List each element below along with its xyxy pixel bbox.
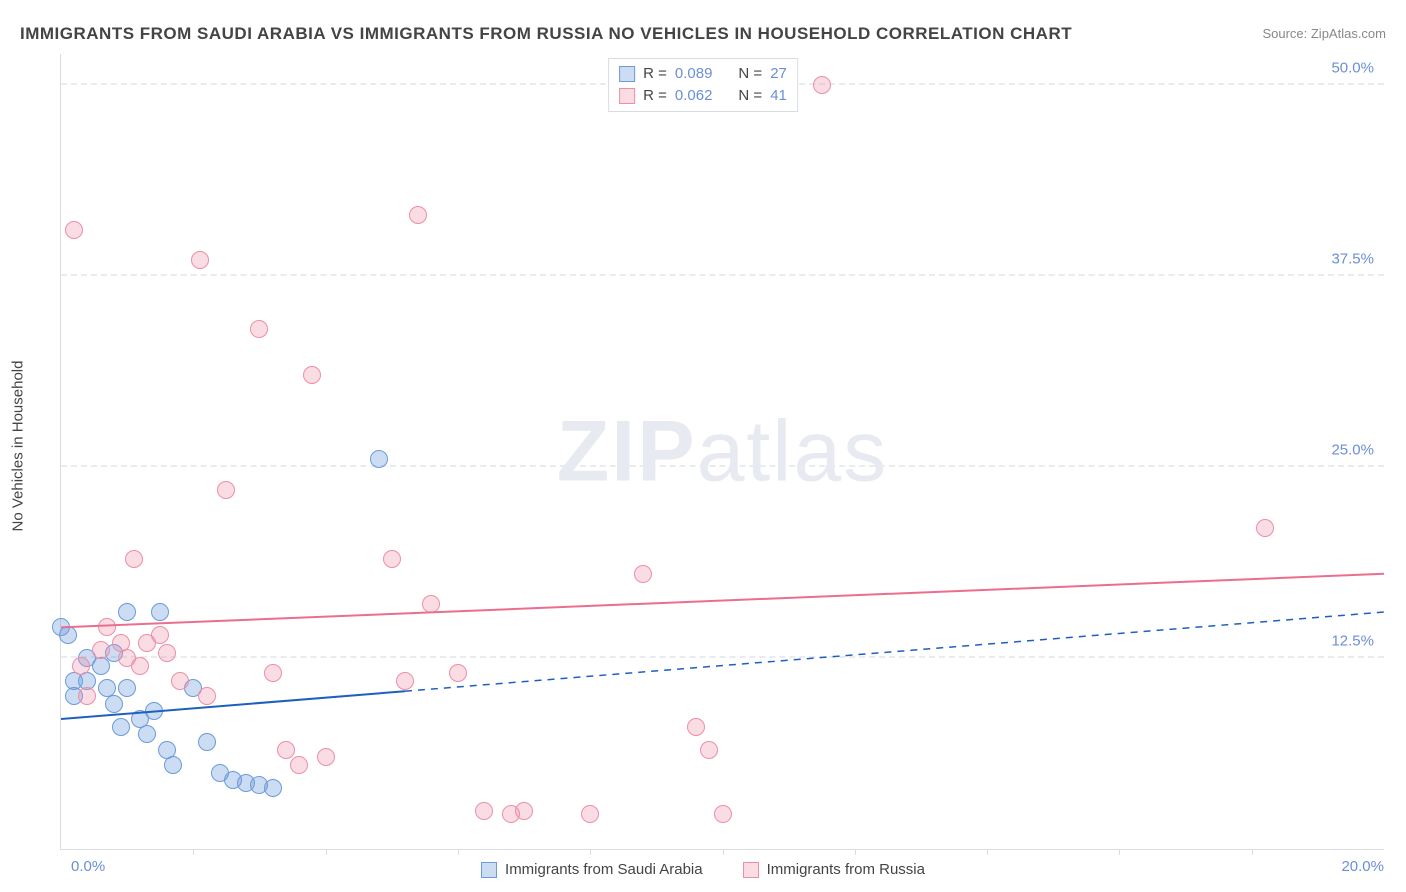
scatter-point bbox=[112, 718, 130, 736]
n-label: N = bbox=[738, 85, 762, 107]
legend-swatch bbox=[743, 862, 759, 878]
scatter-point bbox=[198, 687, 216, 705]
scatter-point bbox=[125, 550, 143, 568]
chart-title: IMMIGRANTS FROM SAUDI ARABIA VS IMMIGRAN… bbox=[20, 24, 1072, 44]
x-tick bbox=[326, 849, 327, 855]
stats-row: R = 0.062 N = 41 bbox=[619, 85, 787, 107]
y-axis-label: No Vehicles in Household bbox=[10, 361, 27, 532]
scatter-point bbox=[118, 679, 136, 697]
gridline bbox=[61, 656, 1384, 658]
scatter-point bbox=[98, 618, 116, 636]
scatter-point bbox=[475, 802, 493, 820]
scatter-point bbox=[164, 756, 182, 774]
x-tick bbox=[855, 849, 856, 855]
r-label: R = bbox=[643, 85, 667, 107]
y-tick-label: 25.0% bbox=[1331, 441, 1374, 458]
scatter-point bbox=[65, 221, 83, 239]
scatter-point bbox=[290, 756, 308, 774]
scatter-point bbox=[370, 450, 388, 468]
source-label: Source: bbox=[1262, 26, 1310, 41]
y-tick-label: 37.5% bbox=[1331, 250, 1374, 267]
scatter-point bbox=[317, 748, 335, 766]
gridline bbox=[61, 465, 1384, 467]
scatter-point bbox=[78, 687, 96, 705]
scatter-point bbox=[581, 805, 599, 823]
x-tick-label: 20.0% bbox=[1341, 858, 1384, 875]
n-value: 41 bbox=[770, 85, 787, 107]
legend-item: Immigrants from Saudi Arabia bbox=[481, 861, 703, 878]
scatter-point bbox=[59, 626, 77, 644]
scatter-point bbox=[151, 626, 169, 644]
scatter-point bbox=[151, 603, 169, 621]
y-tick-label: 50.0% bbox=[1331, 59, 1374, 76]
gridline bbox=[61, 274, 1384, 276]
scatter-point bbox=[515, 802, 533, 820]
series-swatch bbox=[619, 66, 635, 82]
scatter-point bbox=[687, 718, 705, 736]
scatter-point bbox=[409, 206, 427, 224]
scatter-point bbox=[72, 657, 90, 675]
r-value: 0.089 bbox=[675, 63, 713, 85]
legend-item: Immigrants from Russia bbox=[743, 861, 925, 878]
trend-line bbox=[61, 54, 1384, 849]
legend-label: Immigrants from Russia bbox=[767, 861, 925, 878]
scatter-point bbox=[396, 672, 414, 690]
r-label: R = bbox=[643, 63, 667, 85]
scatter-point bbox=[171, 672, 189, 690]
scatter-point bbox=[191, 251, 209, 269]
scatter-point bbox=[1256, 519, 1274, 537]
watermark-zip: ZIP bbox=[557, 403, 697, 499]
correlation-stats-box: R = 0.089 N = 27 R = 0.062 N = 41 bbox=[608, 58, 798, 112]
x-tick bbox=[193, 849, 194, 855]
scatter-point bbox=[138, 725, 156, 743]
source-link[interactable]: ZipAtlas.com bbox=[1311, 26, 1386, 41]
x-tick bbox=[458, 849, 459, 855]
chart-area: ZIPatlas 12.5%25.0%37.5%50.0%0.0%20.0% bbox=[60, 54, 1384, 850]
scatter-point bbox=[92, 641, 110, 659]
scatter-point bbox=[714, 805, 732, 823]
source-attribution: Source: ZipAtlas.com bbox=[1262, 26, 1386, 41]
x-tick bbox=[987, 849, 988, 855]
scatter-point bbox=[217, 481, 235, 499]
x-tick bbox=[1252, 849, 1253, 855]
scatter-point bbox=[634, 565, 652, 583]
scatter-point bbox=[198, 733, 216, 751]
scatter-point bbox=[264, 664, 282, 682]
watermark: ZIPatlas bbox=[557, 402, 888, 501]
scatter-point bbox=[449, 664, 467, 682]
scatter-point bbox=[700, 741, 718, 759]
scatter-point bbox=[277, 741, 295, 759]
legend-label: Immigrants from Saudi Arabia bbox=[505, 861, 703, 878]
n-label: N = bbox=[738, 63, 762, 85]
x-tick bbox=[1119, 849, 1120, 855]
x-tick bbox=[590, 849, 591, 855]
stats-row: R = 0.089 N = 27 bbox=[619, 63, 787, 85]
scatter-point bbox=[383, 550, 401, 568]
scatter-point bbox=[250, 320, 268, 338]
scatter-point bbox=[813, 76, 831, 94]
legend-swatch bbox=[481, 862, 497, 878]
scatter-point bbox=[105, 695, 123, 713]
series-swatch bbox=[619, 88, 635, 104]
n-value: 27 bbox=[770, 63, 787, 85]
trend-line bbox=[61, 54, 1384, 849]
x-tick bbox=[723, 849, 724, 855]
watermark-atlas: atlas bbox=[697, 403, 889, 499]
y-tick-label: 12.5% bbox=[1331, 632, 1374, 649]
scatter-point bbox=[264, 779, 282, 797]
scatter-point bbox=[118, 603, 136, 621]
plot-region: ZIPatlas 12.5%25.0%37.5%50.0%0.0%20.0% bbox=[60, 54, 1384, 850]
scatter-point bbox=[422, 595, 440, 613]
scatter-point bbox=[131, 657, 149, 675]
legend: Immigrants from Saudi Arabia Immigrants f… bbox=[481, 861, 925, 878]
x-tick-label: 0.0% bbox=[71, 858, 105, 875]
r-value: 0.062 bbox=[675, 85, 713, 107]
scatter-point bbox=[158, 644, 176, 662]
scatter-point bbox=[303, 366, 321, 384]
scatter-point bbox=[145, 702, 163, 720]
